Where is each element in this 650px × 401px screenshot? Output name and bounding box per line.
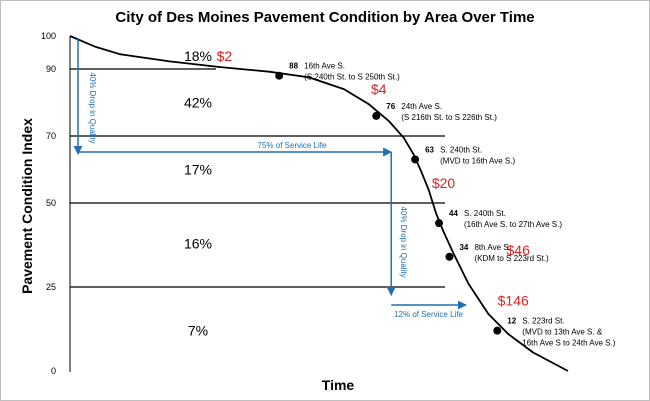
x-axis-title: Time: [322, 377, 355, 393]
point-range-label: (S 240th St. to S 250th St.): [304, 73, 400, 82]
point-value-label: 12: [507, 317, 516, 326]
y-tick-label: 25: [46, 282, 56, 292]
cost-label: $2: [217, 48, 233, 64]
point-street-label: S. 240th St.: [464, 209, 506, 218]
data-point: [275, 71, 284, 80]
point-range-label: (16th Ave S. to 27th Ave S.): [464, 220, 562, 229]
y-tick-label: 90: [46, 64, 56, 74]
point-street-label: 16th Ave S.: [304, 62, 345, 71]
y-tick-label: 100: [41, 31, 56, 41]
point-street-label: S. 240th St.: [440, 145, 482, 154]
point-range-label: (KDM to S 223rd St.): [474, 254, 549, 263]
point-value-label: 34: [459, 243, 468, 252]
y-axis-title: Pavement Condition Index: [19, 118, 35, 294]
zone-percent-label: 18%: [184, 48, 212, 64]
cost-label: $146: [498, 292, 529, 308]
data-point: [435, 219, 444, 228]
data-point: [411, 155, 420, 164]
left-drop-label: 40% Drop in Quality: [88, 72, 97, 143]
data-point: [493, 326, 502, 335]
y-tick-label: 0: [51, 366, 56, 376]
service-life-12-label: 12% of Service Life: [394, 310, 463, 319]
y-tick-label: 50: [46, 198, 56, 208]
cost-label: $20: [432, 175, 456, 191]
data-point: [445, 252, 454, 261]
y-tick-label: 70: [46, 131, 56, 141]
data-point: [372, 111, 381, 120]
point-value-label: 88: [289, 62, 298, 71]
point-range-label: (MVD to 13th Ave S. &: [522, 328, 603, 337]
point-street-label: 8th Ave S.: [474, 243, 510, 252]
zone-percent-label: 42%: [184, 95, 212, 111]
cost-label: $46: [507, 242, 531, 258]
point-street-label: S. 223rd St.: [522, 317, 564, 326]
cost-label: $4: [371, 81, 387, 97]
point-value-label: 63: [425, 145, 434, 154]
point-range-label: (MVD to 16th Ave S.): [440, 156, 515, 165]
service-life-75-label: 75% of Service Life: [258, 141, 327, 150]
zone-percent-label: 16%: [184, 235, 212, 251]
zone-percent-label: 7%: [188, 323, 208, 339]
point-range-label: (S 216th St. to S 226th St.): [401, 113, 497, 122]
zone-percent-label: 17%: [184, 162, 212, 178]
point-range-label: 16th Ave S to 24th Ave S.): [522, 339, 615, 348]
point-value-label: 44: [449, 209, 458, 218]
deterioration-curve: [69, 35, 569, 372]
point-street-label: 24th Ave S.: [401, 102, 442, 111]
right-drop-label: 40% Drop in Quality: [399, 206, 408, 277]
point-value-label: 76: [386, 102, 395, 111]
chart-title: City of Des Moines Pavement Condition by…: [115, 9, 534, 26]
